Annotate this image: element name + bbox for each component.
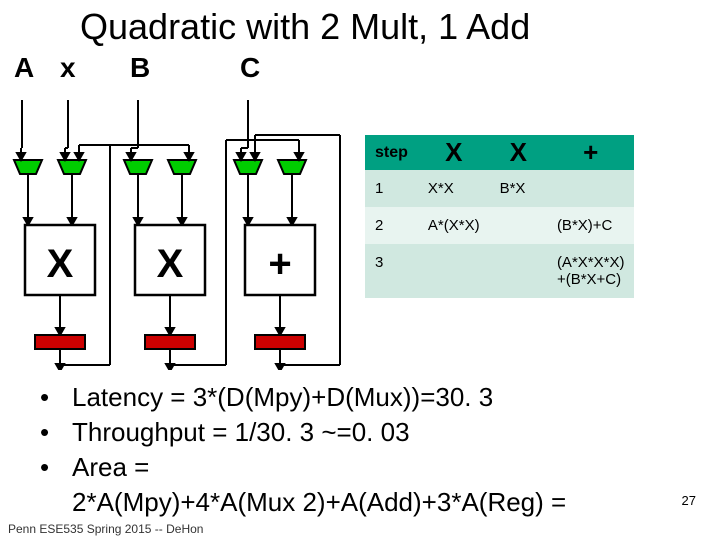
mux [278, 160, 306, 174]
schedule-table: stepXX+1X*XB*X2A*(X*X)(B*X)+C3(A*X*X*X)+… [365, 135, 634, 298]
table-row: 2A*(X*X) (B*X)+C [365, 207, 634, 244]
table-row: 3 (A*X*X*X)+(B*X+C) [365, 244, 634, 298]
svg-text:X: X [157, 242, 184, 286]
table-cell: (B*X)+C [547, 207, 635, 244]
table-cell: B*X [490, 170, 547, 207]
register [35, 335, 85, 349]
table-cell: X*X [418, 170, 490, 207]
table-header: X [490, 135, 547, 170]
mux [234, 160, 262, 174]
register [255, 335, 305, 349]
table-header: + [547, 135, 635, 170]
bullet-list: •Latency = 3*(D(Mpy)+D(Mux))=30. 3•Throu… [40, 380, 566, 520]
table-cell [490, 207, 547, 244]
table-cell: A*(X*X) [418, 207, 490, 244]
mux [168, 160, 196, 174]
table-row: 1X*XB*X [365, 170, 634, 207]
bullet-item: •Area = [40, 450, 566, 485]
table-cell [547, 170, 635, 207]
table-header: step [365, 135, 418, 170]
slide-title: Quadratic with 2 Mult, 1 Add [80, 6, 530, 48]
bullet-item: •Latency = 3*(D(Mpy)+D(Mux))=30. 3 [40, 380, 566, 415]
bullet-item: 2*A(Mpy)+4*A(Mux 2)+A(Add)+3*A(Reg) = [40, 485, 566, 520]
mux [124, 160, 152, 174]
table-cell: 2 [365, 207, 418, 244]
register [145, 335, 195, 349]
table-cell: 1 [365, 170, 418, 207]
table-cell: 3 [365, 244, 418, 298]
datapath-diagram: X X + [0, 50, 360, 370]
footer-text: Penn ESE535 Spring 2015 -- DeHon [8, 522, 203, 536]
table-cell [418, 244, 490, 298]
page-number: 27 [682, 493, 696, 508]
bullet-item: •Throughput = 1/30. 3 ~=0. 03 [40, 415, 566, 450]
table-cell: (A*X*X*X)+(B*X+C) [547, 244, 635, 298]
mux [14, 160, 42, 174]
mux [58, 160, 86, 174]
svg-text:X: X [47, 242, 74, 286]
table-header: X [418, 135, 490, 170]
svg-text:+: + [268, 242, 291, 286]
table-cell [490, 244, 547, 298]
